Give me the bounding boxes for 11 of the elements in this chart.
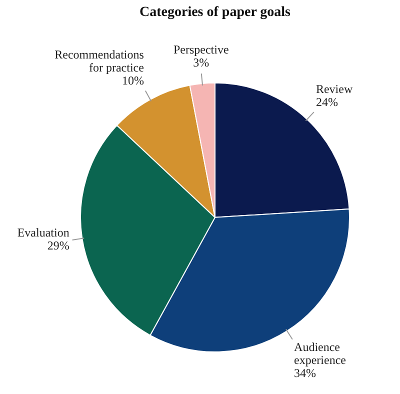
data-label: 10% xyxy=(122,73,144,88)
slice-label: Recommendations for practice xyxy=(54,47,144,74)
slice-label: Review xyxy=(316,82,353,96)
chart-title: Categories of paper goals xyxy=(140,5,292,20)
data-label: 3% xyxy=(193,56,210,70)
slice-label: Perspective xyxy=(173,42,229,57)
data-label: 29% xyxy=(47,238,70,253)
slice-label: Audience experience xyxy=(294,340,346,368)
data-label: 34% xyxy=(294,366,316,380)
data-label: 24% xyxy=(316,95,338,110)
slice-label: Evaluation xyxy=(17,226,70,240)
